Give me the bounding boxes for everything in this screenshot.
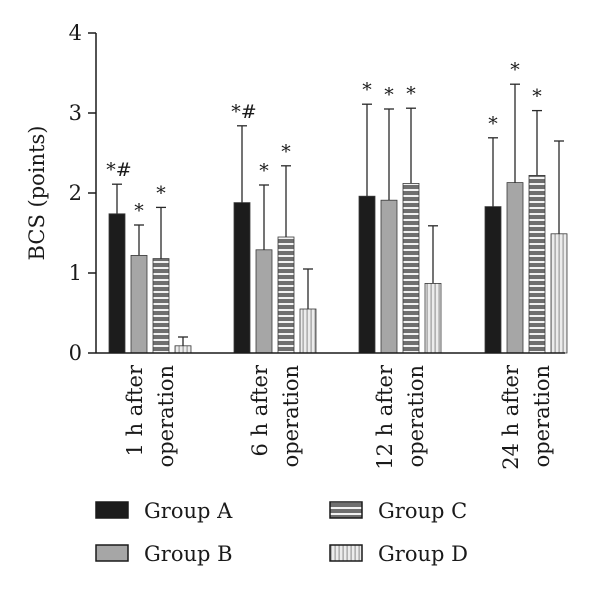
- plot-area: *#*#********* *: [106, 59, 568, 354]
- legend-label: Group A: [144, 499, 233, 523]
- significance-marker: *: [259, 160, 269, 182]
- series-group-b: * * * *: [130, 59, 524, 354]
- significance-marker: *: [384, 84, 394, 106]
- y-axis: 0 1 2 3 4: [69, 21, 97, 365]
- x-axis: 1 h after operation 6 h after operation 12 h…: [96, 352, 565, 470]
- significance-marker: *: [406, 83, 416, 105]
- legend-label: Group C: [378, 499, 467, 523]
- bar: [358, 195, 376, 354]
- y-tick-label: 2: [69, 181, 82, 205]
- x-category-label-line: operation: [154, 365, 178, 467]
- bar: [233, 202, 251, 354]
- bar: [299, 308, 317, 354]
- x-category-label: 12 h after operation: [373, 364, 428, 470]
- x-category-label: 1 h after operation: [123, 364, 178, 467]
- x-category-label-line: 12 h after: [373, 364, 397, 470]
- series-group-a: *#*#**: [106, 79, 502, 354]
- legend-label: Group D: [378, 542, 468, 566]
- x-category-label: 24 h after operation: [499, 364, 554, 470]
- y-tick-label: 3: [69, 101, 82, 125]
- significance-marker: *: [134, 200, 144, 222]
- legend: Group A Group B Group C Group D: [95, 499, 468, 566]
- y-tick-label: 4: [69, 21, 82, 45]
- x-category-label-line: 1 h after: [123, 364, 147, 456]
- legend-item-group-d: Group D: [329, 542, 468, 566]
- bar: [506, 182, 524, 354]
- bar: [550, 233, 568, 354]
- bar: [130, 254, 148, 354]
- x-category-label-line: operation: [530, 365, 554, 467]
- bar: [255, 249, 273, 354]
- y-tick-label: 1: [69, 261, 82, 285]
- legend-item-group-c: Group C: [329, 499, 467, 523]
- legend-swatch: [95, 544, 129, 562]
- legend-swatch: [329, 544, 363, 562]
- x-category-label-line: operation: [404, 365, 428, 467]
- x-category-label: 6 h after operation: [248, 364, 303, 467]
- x-category-label-line: 6 h after: [248, 364, 272, 456]
- series-group-c: * * * *: [152, 83, 546, 354]
- bar: [484, 206, 502, 354]
- significance-marker: *: [156, 182, 166, 204]
- bar: [424, 282, 442, 354]
- bar: [108, 213, 126, 354]
- legend-label: Group B: [144, 542, 233, 566]
- legend-swatch: [329, 501, 363, 519]
- significance-marker: *: [362, 79, 372, 101]
- significance-marker: *: [510, 59, 520, 81]
- legend-item-group-b: Group B: [95, 542, 233, 566]
- bar: [152, 258, 170, 354]
- legend-item-group-a: Group A: [95, 499, 233, 523]
- y-tick-label: 0: [69, 341, 82, 365]
- bar: [402, 182, 420, 354]
- bar: [380, 199, 398, 354]
- x-category-label-line: operation: [279, 365, 303, 467]
- bar: [528, 174, 546, 354]
- series-group-d: [174, 140, 568, 354]
- significance-marker: *: [281, 141, 291, 163]
- legend-swatch: [95, 501, 129, 519]
- y-axis-title: BCS (points): [25, 126, 49, 261]
- significance-marker: *: [488, 113, 498, 135]
- significance-marker: *#: [231, 101, 256, 123]
- significance-marker: *: [532, 86, 542, 108]
- bar: [277, 236, 295, 354]
- significance-marker: *#: [106, 159, 131, 181]
- x-category-label-line: 24 h after: [499, 364, 523, 470]
- bar: [174, 345, 192, 354]
